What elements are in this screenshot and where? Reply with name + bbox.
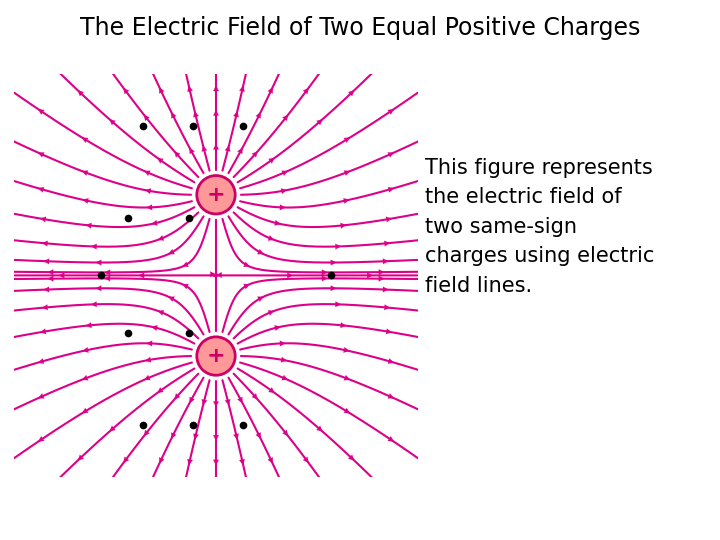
Text: +: + — [207, 185, 225, 205]
Circle shape — [197, 337, 235, 375]
Circle shape — [197, 176, 235, 214]
Text: The Electric Field of Two Equal Positive Charges: The Electric Field of Two Equal Positive… — [80, 16, 640, 40]
Text: +: + — [207, 346, 225, 366]
Text: This figure represents
the electric field of
two same-sign
charges using electri: This figure represents the electric fiel… — [425, 158, 654, 296]
